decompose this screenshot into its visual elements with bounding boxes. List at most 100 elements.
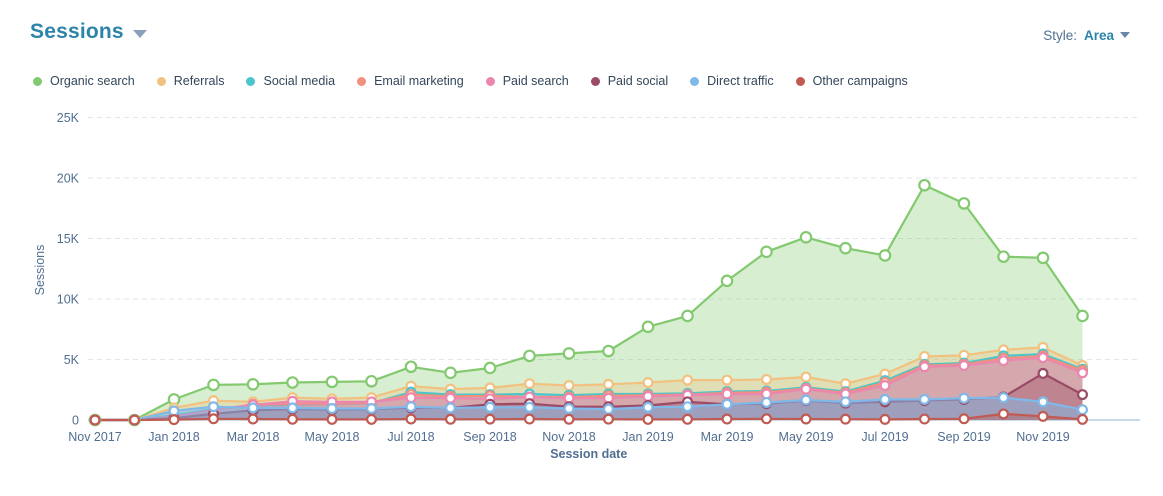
data-point-marker[interactable] <box>839 396 851 408</box>
data-point-marker[interactable] <box>247 402 259 414</box>
legend-item-direct-traffic[interactable]: Direct traffic <box>690 74 774 88</box>
data-point-marker[interactable] <box>562 347 576 360</box>
data-point-marker[interactable] <box>721 388 733 400</box>
data-point-marker[interactable] <box>721 398 733 410</box>
style-dropdown[interactable]: Area <box>1084 28 1130 43</box>
legend-item-paid-search[interactable]: Paid search <box>485 74 569 88</box>
data-point-marker[interactable] <box>208 401 220 413</box>
data-point-marker[interactable] <box>404 360 418 374</box>
legend-item-organic-search[interactable]: Organic search <box>33 74 135 88</box>
data-point-marker[interactable] <box>681 401 693 413</box>
data-point-marker[interactable] <box>563 403 575 415</box>
data-point-marker[interactable] <box>208 413 220 425</box>
data-point-marker[interactable] <box>444 366 457 380</box>
data-point-marker[interactable] <box>484 413 496 425</box>
data-point-marker[interactable] <box>207 378 220 392</box>
data-point-marker[interactable] <box>325 375 339 389</box>
data-point-marker[interactable] <box>879 393 891 405</box>
data-point-marker[interactable] <box>878 249 892 262</box>
data-point-marker[interactable] <box>918 393 930 405</box>
data-point-marker[interactable] <box>681 413 693 425</box>
data-point-marker[interactable] <box>366 403 378 415</box>
data-point-marker[interactable] <box>445 402 457 414</box>
data-point-marker[interactable] <box>1076 404 1088 416</box>
data-point-marker[interactable] <box>405 413 417 425</box>
data-point-marker[interactable] <box>1036 251 1050 265</box>
data-point-marker[interactable] <box>168 405 180 417</box>
data-point-marker[interactable] <box>483 361 497 375</box>
data-point-marker[interactable] <box>681 374 693 386</box>
data-point-marker[interactable] <box>445 413 457 425</box>
data-point-marker[interactable] <box>563 380 575 392</box>
data-point-marker[interactable] <box>129 414 141 426</box>
data-point-marker[interactable] <box>287 413 299 425</box>
data-point-marker[interactable] <box>1076 367 1088 379</box>
data-point-marker[interactable] <box>799 230 813 244</box>
data-point-marker[interactable] <box>918 178 931 192</box>
data-point-marker[interactable] <box>958 360 970 372</box>
data-point-marker[interactable] <box>642 401 654 413</box>
data-point-marker[interactable] <box>287 402 299 414</box>
data-point-marker[interactable] <box>523 413 535 425</box>
data-point-marker[interactable] <box>958 413 970 425</box>
data-point-marker[interactable] <box>641 320 655 334</box>
data-point-marker[interactable] <box>997 392 1009 404</box>
data-point-marker[interactable] <box>405 392 417 404</box>
data-point-marker[interactable] <box>1037 367 1049 379</box>
data-point-marker[interactable] <box>602 403 614 415</box>
data-point-marker[interactable] <box>800 394 812 406</box>
data-point-marker[interactable] <box>523 349 536 363</box>
data-point-marker[interactable] <box>1076 389 1088 401</box>
data-point-marker[interactable] <box>760 373 772 385</box>
data-point-marker[interactable] <box>760 245 773 259</box>
data-point-marker[interactable] <box>523 378 535 390</box>
legend-item-other-campaigns[interactable]: Other campaigns <box>795 74 908 88</box>
data-point-marker[interactable] <box>89 414 101 426</box>
data-point-marker[interactable] <box>997 250 1010 263</box>
data-point-marker[interactable] <box>760 413 772 425</box>
data-point-marker[interactable] <box>1037 396 1049 408</box>
data-point-marker[interactable] <box>326 403 338 415</box>
data-point-marker[interactable] <box>1037 352 1049 364</box>
data-point-marker[interactable] <box>445 392 457 404</box>
data-point-marker[interactable] <box>365 374 378 388</box>
data-point-marker[interactable] <box>366 413 378 425</box>
data-point-marker[interactable] <box>958 392 970 404</box>
data-point-marker[interactable] <box>997 355 1009 367</box>
data-point-marker[interactable] <box>1076 309 1089 323</box>
data-point-marker[interactable] <box>800 371 812 383</box>
data-point-marker[interactable] <box>523 401 535 413</box>
legend-item-referrals[interactable]: Referrals <box>156 74 224 88</box>
data-point-marker[interactable] <box>839 413 851 425</box>
legend-item-social-media[interactable]: Social media <box>246 74 335 88</box>
data-point-marker[interactable] <box>839 241 852 255</box>
data-point-marker[interactable] <box>602 413 614 425</box>
data-point-marker[interactable] <box>918 361 930 373</box>
data-point-marker[interactable] <box>800 413 812 425</box>
data-point-marker[interactable] <box>997 408 1009 420</box>
report-title-dropdown[interactable]: Sessions <box>30 20 147 44</box>
data-point-marker[interactable] <box>326 413 338 425</box>
data-point-marker[interactable] <box>1037 410 1049 422</box>
data-point-marker[interactable] <box>957 197 971 210</box>
data-point-marker[interactable] <box>918 413 930 425</box>
data-point-marker[interactable] <box>602 344 615 358</box>
data-point-marker[interactable] <box>879 413 891 425</box>
data-point-marker[interactable] <box>760 396 772 408</box>
data-point-marker[interactable] <box>1076 413 1088 425</box>
data-point-marker[interactable] <box>602 378 614 390</box>
data-point-marker[interactable] <box>642 390 654 402</box>
data-point-marker[interactable] <box>721 413 733 425</box>
legend-item-paid-social[interactable]: Paid social <box>590 74 668 88</box>
data-point-marker[interactable] <box>681 309 694 323</box>
data-point-marker[interactable] <box>246 378 260 391</box>
legend-item-email-marketing[interactable]: Email marketing <box>357 74 464 88</box>
data-point-marker[interactable] <box>800 383 812 395</box>
data-point-marker[interactable] <box>720 274 734 288</box>
data-point-marker[interactable] <box>247 413 259 425</box>
data-point-marker[interactable] <box>879 380 891 392</box>
data-point-marker[interactable] <box>721 374 733 386</box>
data-point-marker[interactable] <box>642 413 654 425</box>
